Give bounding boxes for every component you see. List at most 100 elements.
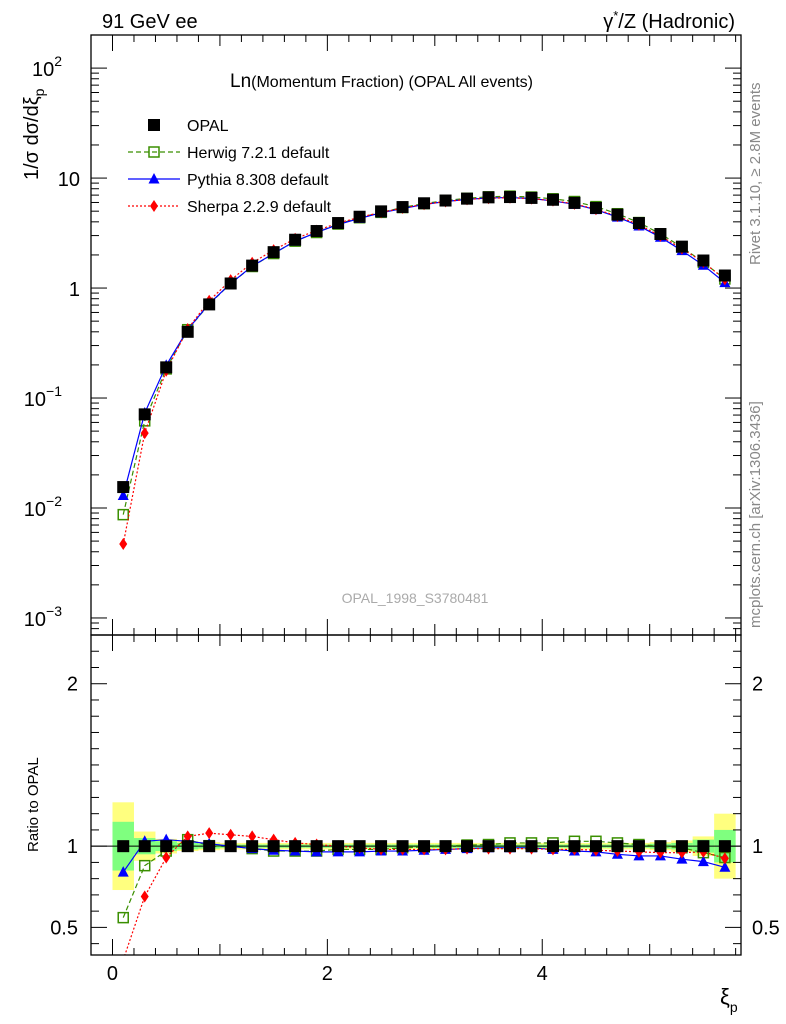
opal-ratio-point [568,840,581,853]
main-y-axis-label: 1/σ dσ/dξp [21,88,47,180]
sherpa-2-2-9-default-point [140,427,149,440]
header-right: γ*/Z (Hadronic) [603,8,735,33]
opal-ratio-point [267,840,280,853]
legend-label: Sherpa 2.2.9 default [187,199,332,216]
x-tick-label: 4 [537,963,548,985]
opal-series [117,191,731,494]
opal-ratio-series [117,840,731,853]
main-y-tick-label: 1 [69,279,80,301]
ratio-y-axis-label: Ratio to OPAL [25,757,42,852]
ratio-y-tick-label: 2 [67,674,78,696]
herwig-7-2-1-default-line [122,195,726,515]
opal-ratio-point [224,840,237,853]
opal-point [138,408,151,421]
opal-ratio-point [675,840,688,853]
legend-item-herwig-7-2-1-default: Herwig 7.2.1 default [128,145,330,162]
ratio-y-tick-label-right: 1 [752,836,763,858]
legend-item-opal: OPAL [148,118,229,135]
legend-label: Herwig 7.2.1 default [187,145,330,162]
opal-ratio-point [353,840,366,853]
opal-ratio-point [482,840,495,853]
pythia-8-308-default-ratio-point [117,866,129,877]
legend-item-pythia-8-308-default: Pythia 8.308 default [128,172,329,189]
opal-ratio-point [461,840,474,853]
chart-title: Ln(Momentum Fraction) (OPAL All events) [230,71,533,92]
opal-ratio-point [504,840,517,853]
opal-ratio-point [375,840,388,853]
pythia-8-308-default-line [122,196,726,496]
opal-point [718,269,731,282]
sherpa-2-2-9-default-ratio-point [162,851,171,864]
header-left: 91 GeV ee [102,11,198,33]
sherpa-2-2-9-default-ratio-point [248,830,257,843]
opal-point [482,191,495,204]
opal-point [353,210,366,223]
legend-label: OPAL [187,118,229,135]
opal-ratio-point [332,840,345,853]
sherpa-2-2-9-default-ratio-point [140,890,149,903]
herwig-7-2-1-default-point [117,508,129,521]
opal-ratio-point [396,840,409,853]
ratio-y-tick-label-right: 2 [752,674,763,696]
opal-ratio-point [418,840,431,853]
opal-point [418,197,431,210]
opal-ratio-point [697,840,710,853]
main-y-tick-label: 10−2 [24,493,62,521]
opal-point [181,325,194,338]
x-tick-label: 0 [107,963,118,985]
main-y-tick-label: 10−3 [24,603,62,631]
main-y-tick-label: 10 [58,169,80,191]
sherpa-2-2-9-default-point [119,538,128,551]
opal-point [246,259,259,272]
opal-point [439,194,452,207]
sherpa-2-2-9-default-ratio-point [183,830,192,843]
main-y-tick-label: 102 [32,53,62,81]
legend-marker [150,200,158,212]
opal-point [267,246,280,259]
opal-point [203,298,216,311]
opal-point [396,201,409,214]
opal-point [632,217,645,230]
opal-point [504,191,517,204]
opal-ratio-point [718,840,731,853]
opal-ratio-point [611,840,624,853]
sherpa-2-2-9-default-ratio-point [720,852,729,865]
opal-ratio-point [546,840,559,853]
opal-ratio-point [589,840,602,853]
herwig-7-2-1-default-ratio-point [138,859,151,872]
pythia-8-308-default-ratio-point [697,855,709,867]
opal-point [654,228,667,241]
sherpa-2-2-9-default-series [119,191,729,551]
analysis-watermark: OPAL_1998_S3780481 [342,590,489,606]
x-axis-label: ξp [720,984,738,1015]
opal-point [568,196,581,209]
opal-point [289,233,302,246]
opal-point [332,217,345,230]
sherpa-2-2-9-default-ratio-point [205,827,214,840]
ratio-panel-series [117,827,731,955]
pythia-8-308-default-point [117,489,129,500]
opal-point [160,361,173,374]
opal-ratio-point [160,840,173,853]
ratio-y-tick-label-right: 0.5 [752,917,780,939]
opal-ratio-point [117,840,130,853]
opal-point [310,225,323,238]
rivet-version-label: Rivet 3.1.10, ≥ 2.8M events [747,83,764,266]
main-panel-series [117,190,731,551]
ratio-y-tick-label: 0.5 [50,917,78,939]
opal-point [697,254,710,267]
opal-ratio-point [203,840,216,853]
opal-ratio-point [632,840,645,853]
opal-point [546,193,559,206]
legend-marker [148,173,160,184]
opal-point [375,205,388,218]
opal-point [589,201,602,214]
x-tick-label: 2 [322,963,333,985]
opal-point [461,192,474,205]
sherpa-2-2-9-default-ratio-point [226,828,235,841]
main-axis-ticks: 10−3 10−2 10−1 1 10 102 [24,34,741,636]
sherpa-2-2-9-default-ratio-line [124,832,726,955]
legend-item-sherpa-2-2-9-default: Sherpa 2.2.9 default [128,199,332,216]
ratio-panel-frame [90,634,742,956]
